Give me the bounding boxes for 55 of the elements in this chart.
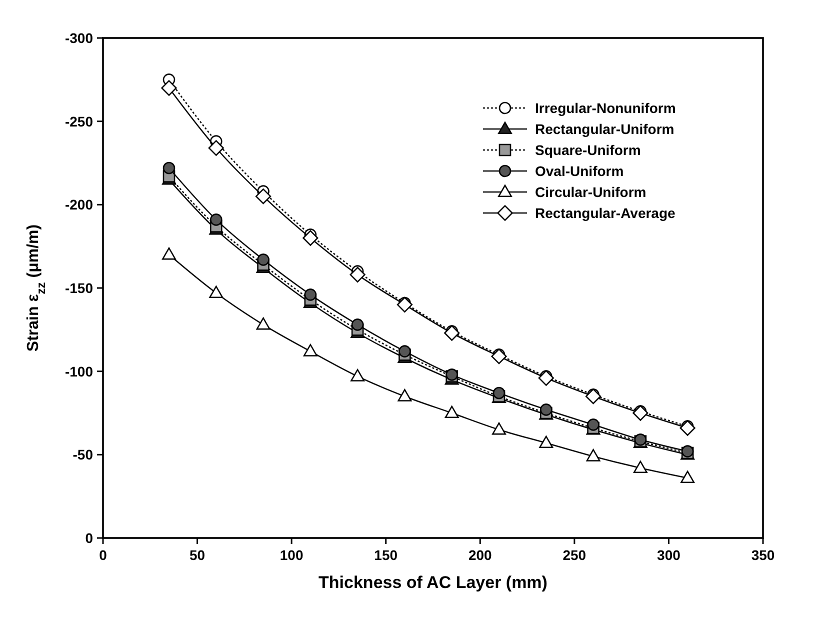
point xyxy=(680,420,696,436)
point xyxy=(585,388,602,404)
point xyxy=(680,470,695,484)
point xyxy=(539,436,554,448)
point xyxy=(210,214,222,226)
point xyxy=(398,345,411,358)
y-tick-label: -250 xyxy=(64,113,94,130)
x-tick-label: 0 xyxy=(99,547,108,563)
point xyxy=(208,140,224,156)
legend-label: Oval-Uniform xyxy=(535,163,624,179)
y-tick-label: -200 xyxy=(64,196,94,213)
point xyxy=(304,288,317,301)
point xyxy=(257,254,270,266)
point xyxy=(492,422,506,435)
x-tick-label: 250 xyxy=(562,547,586,563)
point xyxy=(302,230,318,246)
legend-label: Circular-Uniform xyxy=(535,184,646,200)
point xyxy=(491,348,507,364)
x-tick-label: 300 xyxy=(657,547,681,563)
legend-label: Rectangular-Average xyxy=(535,205,676,221)
point xyxy=(492,386,506,400)
y-tick-label: 0 xyxy=(85,530,94,546)
point xyxy=(396,296,413,312)
x-tick-label: 200 xyxy=(468,547,492,563)
point xyxy=(444,406,459,418)
point xyxy=(303,344,318,356)
point xyxy=(350,266,366,282)
point xyxy=(350,369,365,382)
point xyxy=(538,370,554,386)
point xyxy=(209,286,224,298)
point xyxy=(444,325,460,341)
point xyxy=(540,404,552,416)
y-tick-label: -300 xyxy=(64,30,94,46)
y-tick-label: -100 xyxy=(64,363,94,380)
x-tick-label: 350 xyxy=(751,547,775,563)
point xyxy=(256,317,270,330)
x-tick-label: 50 xyxy=(189,547,206,563)
point xyxy=(587,418,600,431)
legend-label: Irregular-Nonuniform xyxy=(535,100,676,116)
point xyxy=(255,188,272,204)
point xyxy=(162,162,176,174)
x-axis-title: Thickness of AC Layer (mm) xyxy=(318,573,548,592)
y-tick-label: -50 xyxy=(72,446,94,463)
x-tick-label: 100 xyxy=(280,547,304,563)
point xyxy=(632,405,648,421)
y-tick-label: -150 xyxy=(64,280,94,296)
point xyxy=(398,389,412,402)
point xyxy=(161,80,177,96)
legend-label: Square-Uniform xyxy=(535,142,641,158)
x-tick-label: 150 xyxy=(374,547,398,563)
legend-label: Rectangular-Uniform xyxy=(535,121,674,137)
point xyxy=(351,318,364,331)
point xyxy=(633,460,648,474)
point xyxy=(586,449,600,462)
point xyxy=(162,247,176,260)
